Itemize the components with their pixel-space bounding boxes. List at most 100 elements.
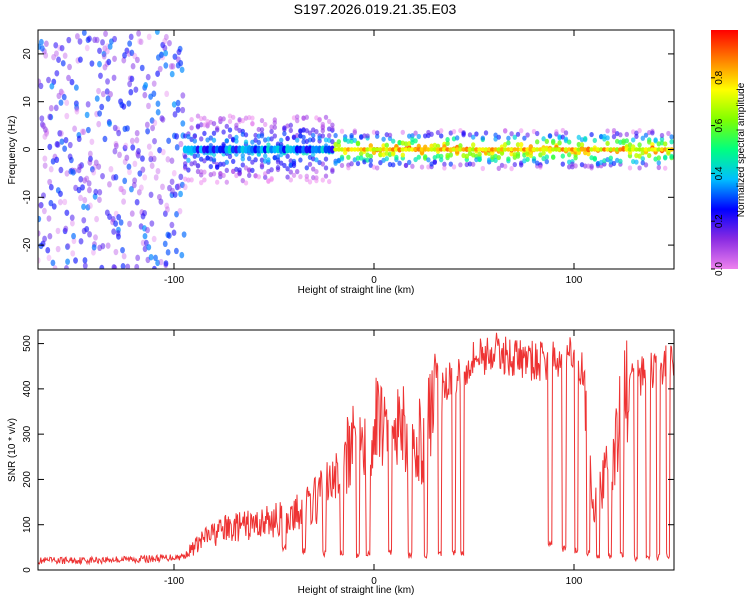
spectrogram-cell bbox=[97, 60, 102, 68]
spectrogram-cell bbox=[132, 160, 138, 168]
spectrogram-cell bbox=[117, 151, 122, 159]
spectrogram-cell bbox=[317, 135, 322, 141]
spectrogram-cell bbox=[121, 253, 127, 260]
spectrogram-cell bbox=[84, 225, 90, 233]
spectrogram-cell bbox=[445, 136, 450, 143]
spectrogram-cell bbox=[72, 125, 77, 132]
spectrogram-cell bbox=[51, 53, 57, 61]
spectrogram-cell bbox=[624, 138, 629, 144]
spectrogram-cell bbox=[110, 215, 116, 223]
spectrogram-cell bbox=[323, 165, 329, 171]
spectrogram-cell bbox=[320, 124, 325, 130]
spectrogram-cell bbox=[435, 143, 441, 149]
spectrogram-cell bbox=[85, 101, 91, 108]
spectrogram-cell bbox=[304, 114, 309, 120]
spectrogram-cell bbox=[169, 157, 175, 164]
spectrogram-cell bbox=[105, 95, 111, 102]
spectrogram-cell bbox=[317, 116, 322, 122]
spectrogram-cell bbox=[352, 129, 357, 136]
spectrogram-cell bbox=[253, 137, 258, 143]
spectrogram-cell bbox=[38, 257, 41, 264]
spectrogram-cell bbox=[63, 225, 69, 232]
spectrogram-cell bbox=[180, 120, 186, 127]
spectrogram-cell bbox=[55, 141, 61, 148]
colorbar-tick-label: 0.8 bbox=[714, 70, 725, 84]
spectrogram-cell bbox=[240, 162, 245, 168]
spectrogram-cell bbox=[143, 82, 149, 89]
spectrogram-cell bbox=[179, 181, 185, 189]
spectrogram-cell bbox=[106, 58, 112, 66]
spectrogram-cell bbox=[157, 65, 163, 73]
spectrogram-cell bbox=[224, 123, 229, 129]
snr-ylabel: SNR (10 * v/v) bbox=[7, 418, 18, 482]
spectrogram-cell bbox=[71, 232, 76, 240]
spectrogram-cell bbox=[42, 126, 48, 133]
spectrogram-cell bbox=[208, 135, 213, 141]
spectrogram-cell bbox=[82, 257, 88, 264]
spectrogram-cell bbox=[624, 131, 629, 137]
spectrogram-cell bbox=[57, 198, 63, 206]
spectrogram-cell bbox=[272, 124, 277, 130]
snr-frame bbox=[37, 329, 675, 571]
spectrogram-cell bbox=[202, 158, 207, 164]
spectrogram-cell bbox=[631, 158, 636, 165]
spectrogram-cell bbox=[563, 130, 569, 136]
spectrogram-cell bbox=[515, 153, 521, 159]
spectrogram-cell bbox=[557, 140, 562, 146]
spectrogram-cell bbox=[151, 80, 157, 87]
spectrogram-cell bbox=[122, 158, 128, 165]
spectrogram-cell bbox=[403, 162, 409, 169]
spectrogram-cell bbox=[269, 128, 274, 135]
spectrogram-cell bbox=[247, 172, 252, 178]
spectrogram-cell bbox=[368, 143, 373, 149]
spectrogram-cell bbox=[82, 196, 88, 204]
spectrogram-cell bbox=[202, 177, 207, 183]
spectrogram-cell bbox=[70, 250, 76, 257]
spectrogram-cell bbox=[320, 128, 325, 134]
spectrogram-cell bbox=[38, 201, 44, 209]
spectrogram-cell bbox=[391, 138, 396, 144]
spectrogram-cell bbox=[104, 47, 110, 55]
spectrogram-cell bbox=[413, 138, 418, 144]
spectrogram-cell bbox=[71, 237, 77, 245]
spectrogram-cell bbox=[177, 207, 183, 215]
spectrogram-cell bbox=[311, 137, 316, 143]
spectrogram-cell bbox=[263, 171, 268, 177]
spectrogram-cell bbox=[221, 172, 226, 179]
spectrogram-cell bbox=[666, 130, 671, 137]
spectrogram-cell bbox=[503, 163, 508, 169]
spectrogram-cell bbox=[172, 53, 178, 60]
spectrogram-cell bbox=[43, 52, 49, 59]
spectrogram-cell bbox=[58, 166, 64, 174]
spectrogram-cell bbox=[311, 166, 316, 172]
spectrogram-cell bbox=[38, 230, 41, 237]
spectrogram-cell bbox=[178, 173, 184, 181]
spectrogram-cell bbox=[175, 99, 181, 107]
spectrogram-cell bbox=[170, 63, 176, 70]
spectrogram-cell bbox=[136, 30, 142, 37]
spectrogram-cell bbox=[155, 70, 161, 77]
spectrogram-cell bbox=[149, 117, 155, 124]
spectrogram-cell bbox=[70, 169, 76, 176]
spectrogram-cell bbox=[162, 240, 168, 248]
spectrogram-cell bbox=[137, 170, 143, 177]
spectrogram-cell bbox=[174, 183, 180, 191]
spectrogram-cell bbox=[157, 146, 162, 154]
spectrogram-cell bbox=[107, 181, 112, 188]
spectrogram-cell bbox=[288, 169, 293, 175]
spectrogram-cell bbox=[67, 141, 73, 149]
spectrogram-cell bbox=[162, 44, 168, 52]
spectrogram-cell bbox=[140, 166, 146, 173]
spectrogram-cell bbox=[522, 135, 527, 141]
spectrogram-cell bbox=[97, 110, 102, 117]
spectrogram-cell bbox=[123, 142, 129, 150]
spectrogram-cell bbox=[84, 111, 90, 119]
spectrogram-cell bbox=[407, 159, 412, 165]
spectrogram-cell bbox=[80, 184, 85, 191]
spectrogram-cell bbox=[126, 163, 132, 170]
spectrogram-cell bbox=[178, 140, 184, 148]
spectrogram-cell bbox=[59, 138, 65, 145]
spectrogram-cell bbox=[108, 91, 113, 98]
spectrogram-cell bbox=[381, 143, 386, 149]
